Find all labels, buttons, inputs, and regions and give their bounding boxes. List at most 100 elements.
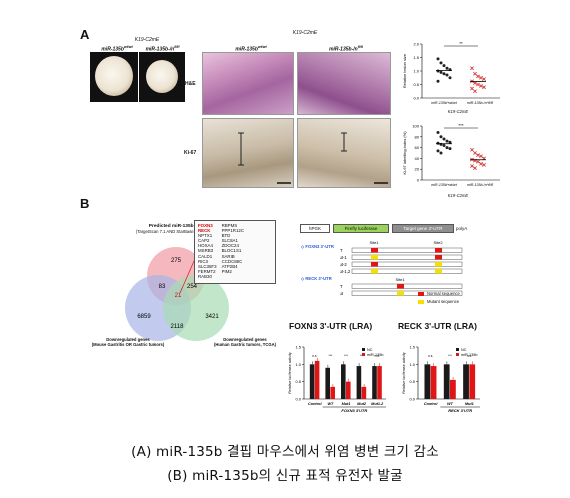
organ-photo-ko bbox=[139, 52, 185, 102]
x-cat-label: miR-135b-/n^fl/fl bbox=[467, 101, 493, 105]
gene-name: RECK bbox=[198, 228, 211, 234]
y-tick-label: 1.0 bbox=[295, 362, 301, 367]
data-point bbox=[476, 74, 480, 79]
bar bbox=[372, 366, 377, 399]
y-tick-label: 1.5 bbox=[409, 345, 415, 350]
bar bbox=[346, 381, 351, 399]
gene-name: FERMT2 bbox=[198, 268, 216, 274]
data-point bbox=[448, 147, 452, 151]
bar bbox=[325, 367, 330, 399]
data-point bbox=[436, 79, 440, 83]
gene-list-col1: FOXN3 RECK NPTX1 CAP2 HOXA4 MSRB3 CALD1 RIC3 SLC… bbox=[198, 223, 217, 281]
sig-label: n.s. bbox=[312, 354, 317, 358]
data-point bbox=[482, 85, 486, 90]
utr-bar bbox=[351, 283, 463, 289]
organ-photo-wt bbox=[90, 52, 138, 102]
y-tick-label: 80 bbox=[415, 134, 420, 139]
ki67-image-wt bbox=[202, 118, 294, 188]
bar bbox=[314, 360, 320, 399]
gene-name: CALD1 bbox=[198, 253, 213, 259]
data-point bbox=[470, 86, 474, 91]
gene-name: PIM2 bbox=[221, 268, 232, 274]
bar bbox=[424, 364, 431, 399]
y-axis-label: Relative luciferase activity bbox=[402, 352, 406, 394]
y-tick-label: 1.0 bbox=[413, 69, 419, 74]
legend-swatch bbox=[456, 353, 459, 356]
data-point bbox=[479, 154, 483, 159]
legend-swatch bbox=[362, 348, 365, 351]
gene-name: HOXA4 bbox=[198, 243, 213, 249]
histology-model-title: K19-C2mE bbox=[292, 30, 318, 36]
x-cat-label: Mut1 bbox=[465, 402, 474, 406]
panel-b-label: B bbox=[80, 196, 90, 211]
legend-label: miR-135b bbox=[461, 353, 477, 357]
venn-circle-human bbox=[163, 275, 229, 341]
data-point bbox=[448, 140, 452, 144]
sig-label: *** bbox=[448, 354, 452, 358]
utr-row-label: Mut-1,2 bbox=[340, 269, 351, 274]
organ-model-title: K19-C2mE bbox=[134, 37, 160, 43]
y-tick-label: 0.0 bbox=[413, 96, 419, 101]
venn-num-left: 6859 bbox=[137, 314, 151, 320]
data-point bbox=[439, 135, 443, 139]
y-tick-label: 40 bbox=[415, 156, 420, 161]
utr-bar bbox=[351, 254, 463, 260]
y-tick-label: 1.0 bbox=[409, 362, 415, 367]
lesion-size-scatter: 2.0 1.5 1.0 0.5 0.0 Relative lesion size ** miR… bbox=[402, 41, 500, 105]
sig-label: *** bbox=[329, 354, 333, 358]
venn-num-tl: 83 bbox=[159, 284, 166, 290]
x-cat-label: Mut1 bbox=[342, 402, 351, 406]
x-cat-label: Mut2 bbox=[357, 402, 367, 406]
data-point bbox=[439, 61, 443, 65]
sig-label: *** bbox=[360, 354, 364, 358]
organ-col2-label: miR-135b-/nfl/fl bbox=[145, 45, 180, 53]
row-label-he: H&E bbox=[185, 81, 196, 87]
data-point bbox=[445, 139, 449, 143]
data-point bbox=[445, 146, 449, 150]
data-point bbox=[439, 142, 443, 146]
group-label: RECK 3'UTR bbox=[448, 408, 472, 413]
y-tick-label: 0.0 bbox=[409, 397, 415, 402]
utr-site bbox=[371, 248, 378, 253]
legend-mutant: Mutant sequence bbox=[418, 299, 459, 305]
ki67-image-ko bbox=[297, 118, 391, 188]
utr-site bbox=[435, 262, 442, 267]
bar bbox=[443, 364, 450, 399]
y-tick-label: 100 bbox=[412, 124, 419, 129]
data-point bbox=[479, 161, 483, 166]
utr-row-label: Mut-2 bbox=[340, 262, 347, 267]
y-tick-label: 2.0 bbox=[413, 42, 419, 47]
y-axis-label: Relative luciferase activity bbox=[288, 352, 292, 394]
utr-site bbox=[371, 269, 378, 274]
reck-title: ◇ RECK 3'-UTR bbox=[301, 276, 332, 281]
construct-luciferase: Firefly luciferase bbox=[333, 224, 389, 233]
data-point bbox=[442, 72, 446, 76]
histology-col2-label: miR-135b-/nfl/fl bbox=[329, 45, 363, 53]
x-cat-label: WT bbox=[327, 402, 334, 406]
venn-right-label: Downregulated genes (Human Gastric tumors… bbox=[213, 337, 277, 347]
gene-name: SARIB bbox=[221, 253, 235, 259]
legend-swatch bbox=[456, 348, 459, 351]
gene-list-box: FOXN3 RECK NPTX1 CAP2 HOXA4 MSRB3 CALD1 RIC3 SLC… bbox=[194, 220, 276, 284]
data-point bbox=[436, 130, 440, 134]
gene-name: CAP2 bbox=[198, 238, 210, 244]
y-tick-label: 0.5 bbox=[409, 379, 415, 384]
gene-name: BLOC1S1 bbox=[221, 248, 242, 254]
gene-list-col2: RBPMS PPP1R12C BTD SLC8A1 ZDOC24 BLOC1S1 SARIB… bbox=[222, 223, 244, 281]
data-point bbox=[445, 73, 449, 77]
data-point bbox=[470, 164, 474, 168]
gene-name: ZDOC24 bbox=[221, 243, 239, 249]
x-cat-label: Control bbox=[424, 402, 438, 406]
data-point bbox=[476, 82, 480, 87]
utr-row-label: WT bbox=[340, 248, 343, 253]
sig-label: *** bbox=[344, 354, 348, 358]
site1-label: Site1 bbox=[369, 240, 379, 245]
gene-name: SLC8A1 bbox=[221, 238, 238, 244]
data-point bbox=[482, 162, 486, 167]
gene-name: SLC35F3 bbox=[198, 263, 217, 269]
construct-utr: Target gene 3'-UTR bbox=[392, 224, 454, 233]
row-label-ki67: Ki-67 bbox=[184, 150, 197, 156]
utr-site bbox=[371, 262, 378, 267]
utr-site bbox=[397, 284, 404, 289]
